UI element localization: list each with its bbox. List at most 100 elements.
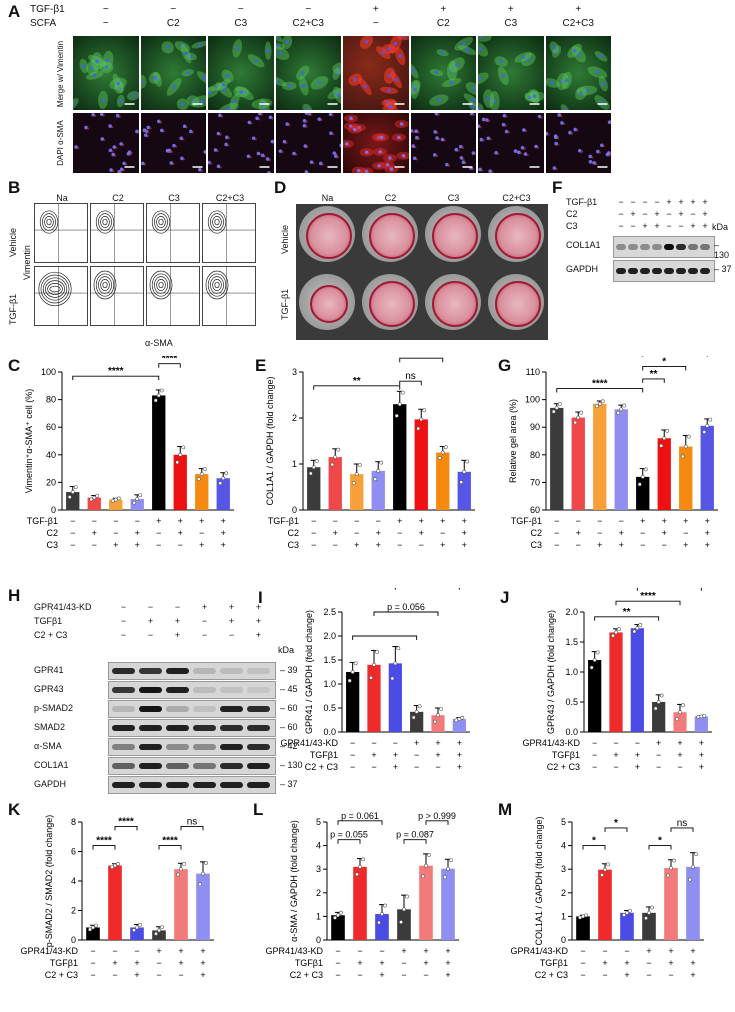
dapi-asma-image-2 — [208, 113, 274, 173]
condition-mark: + — [656, 738, 661, 748]
panel-h-cond-2-4: − — [218, 630, 245, 640]
y-tick-label: 0.0 — [565, 727, 578, 737]
bar-5 — [695, 716, 708, 732]
gel-disc-0-0 — [306, 213, 352, 259]
data-point — [203, 468, 206, 471]
panel-h-band-3-2 — [166, 725, 189, 731]
panel-f-kda-1: – 37 — [714, 264, 732, 274]
data-point — [198, 883, 201, 886]
condition-label-2: C2 + C3 — [290, 970, 323, 980]
bar-2 — [389, 663, 402, 732]
panel-h-cond-2-2: + — [164, 630, 191, 640]
condition-label-1: TGFβ1 — [552, 750, 580, 760]
panel-f-band-0-0 — [616, 244, 626, 250]
condition-mark: − — [640, 528, 645, 538]
condition-mark: + — [662, 528, 667, 538]
panel-f-cond-0-2: − — [639, 197, 651, 207]
condition-mark: + — [423, 958, 428, 968]
data-point — [617, 411, 620, 414]
panel-h-cond-2-3: − — [191, 630, 218, 640]
flow-plot-0-1 — [90, 203, 144, 263]
panel-f-band-strip-0 — [613, 236, 715, 258]
data-point — [339, 911, 342, 914]
significance-label: * — [662, 356, 666, 367]
panel-h-band-label-3: SMAD2 — [34, 722, 65, 732]
data-point — [91, 926, 94, 929]
condition-mark: + — [113, 540, 118, 550]
panel-label-b: B — [8, 178, 20, 198]
condition-mark: − — [178, 540, 183, 550]
condition-mark: + — [401, 946, 406, 956]
data-point — [620, 408, 623, 411]
condition-mark: − — [597, 528, 602, 538]
data-point — [672, 859, 675, 862]
significance-bracket-1: p = 0.061 — [338, 811, 382, 825]
data-point — [574, 421, 577, 424]
data-point — [681, 455, 684, 458]
y-tick-label: 1 — [316, 911, 321, 921]
condition-mark: − — [90, 958, 95, 968]
data-point — [354, 662, 357, 665]
condition-label-1: TGFβ1 — [310, 750, 338, 760]
condition-mark: − — [376, 516, 381, 526]
condition-mark: − — [156, 528, 161, 538]
panel-b-ylabel-text: Vimentin — [22, 245, 32, 280]
data-point — [132, 929, 135, 932]
condition-mark: + — [199, 516, 204, 526]
y-axis-label: COL1A1 / GAPDH (fold change) — [265, 376, 275, 505]
significance-label: **** — [640, 591, 656, 602]
data-point — [466, 460, 469, 463]
panel-a-tgf-2: − — [207, 4, 275, 15]
y-tick-label: 1.5 — [565, 637, 578, 647]
panel-h-band-1-2 — [166, 687, 189, 693]
data-point — [117, 497, 120, 500]
data-point — [383, 904, 386, 907]
panel-b-row-vehicle-text: Vehicle — [8, 228, 18, 257]
gel-disc-0-1 — [369, 213, 415, 259]
condition-mark: + — [699, 738, 704, 748]
panel-f-band-0-1 — [628, 244, 638, 250]
condition-mark: + — [379, 970, 384, 980]
data-point — [160, 925, 163, 928]
condition-mark: − — [335, 970, 340, 980]
data-point — [352, 482, 355, 485]
y-tick-label: 20 — [46, 477, 56, 487]
condition-mark: + — [354, 540, 359, 550]
bar-1 — [572, 418, 585, 510]
panel-f-cond-2-4: − — [663, 221, 675, 231]
data-point — [555, 406, 558, 409]
data-point — [176, 461, 179, 464]
panel-f-cond-2-3: + — [651, 221, 663, 231]
data-point — [219, 482, 222, 485]
merge-vimentin-image-1 — [141, 36, 207, 110]
y-axis-label: p-SMAD2 / SMAD2 (fold change) — [44, 815, 54, 948]
merge-vimentin-image-2 — [208, 36, 274, 110]
gel-disc-0-3 — [495, 213, 541, 259]
significance-label: ** — [623, 607, 631, 618]
y-tick-label: 2.5 — [323, 607, 336, 617]
data-point — [88, 928, 91, 931]
condition-mark: − — [92, 516, 97, 526]
condition-mark: + — [705, 540, 710, 550]
data-point — [558, 403, 561, 406]
significance-bracket-1: p = 0.056 — [374, 602, 438, 616]
merge-vimentin-image-6 — [478, 36, 544, 110]
panel-h-band-3-1 — [139, 725, 162, 731]
condition-mark: − — [311, 516, 316, 526]
panel-f-cond-2-2: + — [639, 221, 651, 231]
data-point — [600, 873, 603, 876]
condition-mark: + — [435, 750, 440, 760]
condition-label-0: GPR41/43-KD — [280, 738, 338, 748]
significance-label: * — [592, 836, 596, 847]
condition-mark: − — [646, 970, 651, 980]
panel-f-cond-0-1: − — [627, 197, 639, 207]
panel-d-row-tgf-text: TGF-β1 — [280, 289, 290, 320]
bar-3 — [652, 702, 665, 732]
data-point — [623, 404, 626, 407]
condition-label-0: GPR41/43-KD — [522, 738, 580, 748]
condition-mark: − — [602, 970, 607, 980]
bar-0 — [66, 492, 79, 510]
data-point — [580, 411, 583, 414]
